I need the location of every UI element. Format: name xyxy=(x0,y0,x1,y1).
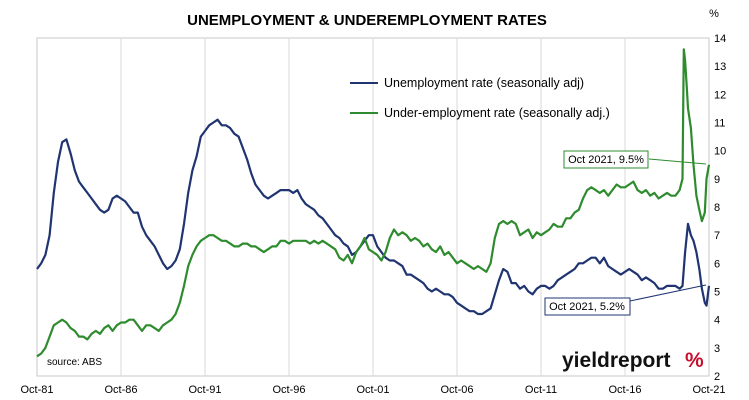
x-tick-label: Oct-81 xyxy=(20,384,53,396)
callout-text-unemployment: Oct 2021, 5.2% xyxy=(549,301,625,313)
legend-label-unemployment: Unemployment rate (seasonally adj) xyxy=(384,76,584,90)
callout-leader-underemployment xyxy=(648,158,707,165)
x-tick-label: Oct-86 xyxy=(104,384,137,396)
x-axis: Oct-81 Oct-86 Oct-91 Oct-96 Oct-01 Oct-06 Oct-… xyxy=(20,384,725,396)
series-lines xyxy=(36,48,711,358)
y-tick-label: 8 xyxy=(714,202,720,214)
source-note: source: ABS xyxy=(47,357,102,368)
x-tick-label: Oct-16 xyxy=(608,384,641,396)
y-tick-label: 3 xyxy=(714,343,720,355)
annotation-underemployment: Oct 2021, 9.5% xyxy=(563,150,707,169)
annotation-unemployment: Oct 2021, 5.2% xyxy=(544,284,707,316)
y-tick-label: 10 xyxy=(714,146,726,158)
legend: Unemployment rate (seasonally adj) Under… xyxy=(350,76,610,120)
callout-box-unemployment xyxy=(544,297,631,316)
y-tick-label: 5 xyxy=(714,287,720,299)
callout-leader-unemployment xyxy=(629,284,707,302)
y-tick-label: 7 xyxy=(714,230,720,242)
x-tick-label: Oct-11 xyxy=(525,384,557,396)
y-tick-label: 4 xyxy=(714,315,720,327)
grid-lines xyxy=(120,38,626,376)
x-tick-label: Oct-01 xyxy=(356,384,389,396)
brand-logo: yieldreport % xyxy=(562,349,704,372)
logo-text: yieldreport xyxy=(562,349,671,372)
y-unit-label: % xyxy=(709,8,719,20)
y-axis: 2 3 4 5 6 7 8 9 10 11 12 13 14 xyxy=(714,33,726,383)
y-tick-label: 12 xyxy=(714,89,726,101)
x-tick-label: Oct-06 xyxy=(440,384,473,396)
y-tick-label: 14 xyxy=(714,33,726,45)
y-tick-label: 9 xyxy=(714,174,720,186)
callout-text-underemployment: Oct 2021, 9.5% xyxy=(568,154,644,166)
series-line-underemployment xyxy=(36,48,711,358)
y-tick-label: 13 xyxy=(714,61,726,73)
callout-box-underemployment xyxy=(563,150,649,169)
y-tick-label: 2 xyxy=(714,371,720,383)
y-tick-label: 6 xyxy=(714,258,720,270)
x-tick-label: Oct-91 xyxy=(188,384,221,396)
x-tick-label: Oct-96 xyxy=(272,384,305,396)
logo-percent-symbol: % xyxy=(685,349,704,372)
legend-label-underemployment: Under-employment rate (seasonally adj.) xyxy=(384,106,610,120)
x-tick-label: Oct-21 xyxy=(692,384,725,396)
chart-title: UNEMPLOYMENT & UNDEREMPLOYMENT RATES xyxy=(187,12,547,29)
series-line-unemployment xyxy=(36,118,711,316)
y-tick-label: 11 xyxy=(714,118,725,130)
